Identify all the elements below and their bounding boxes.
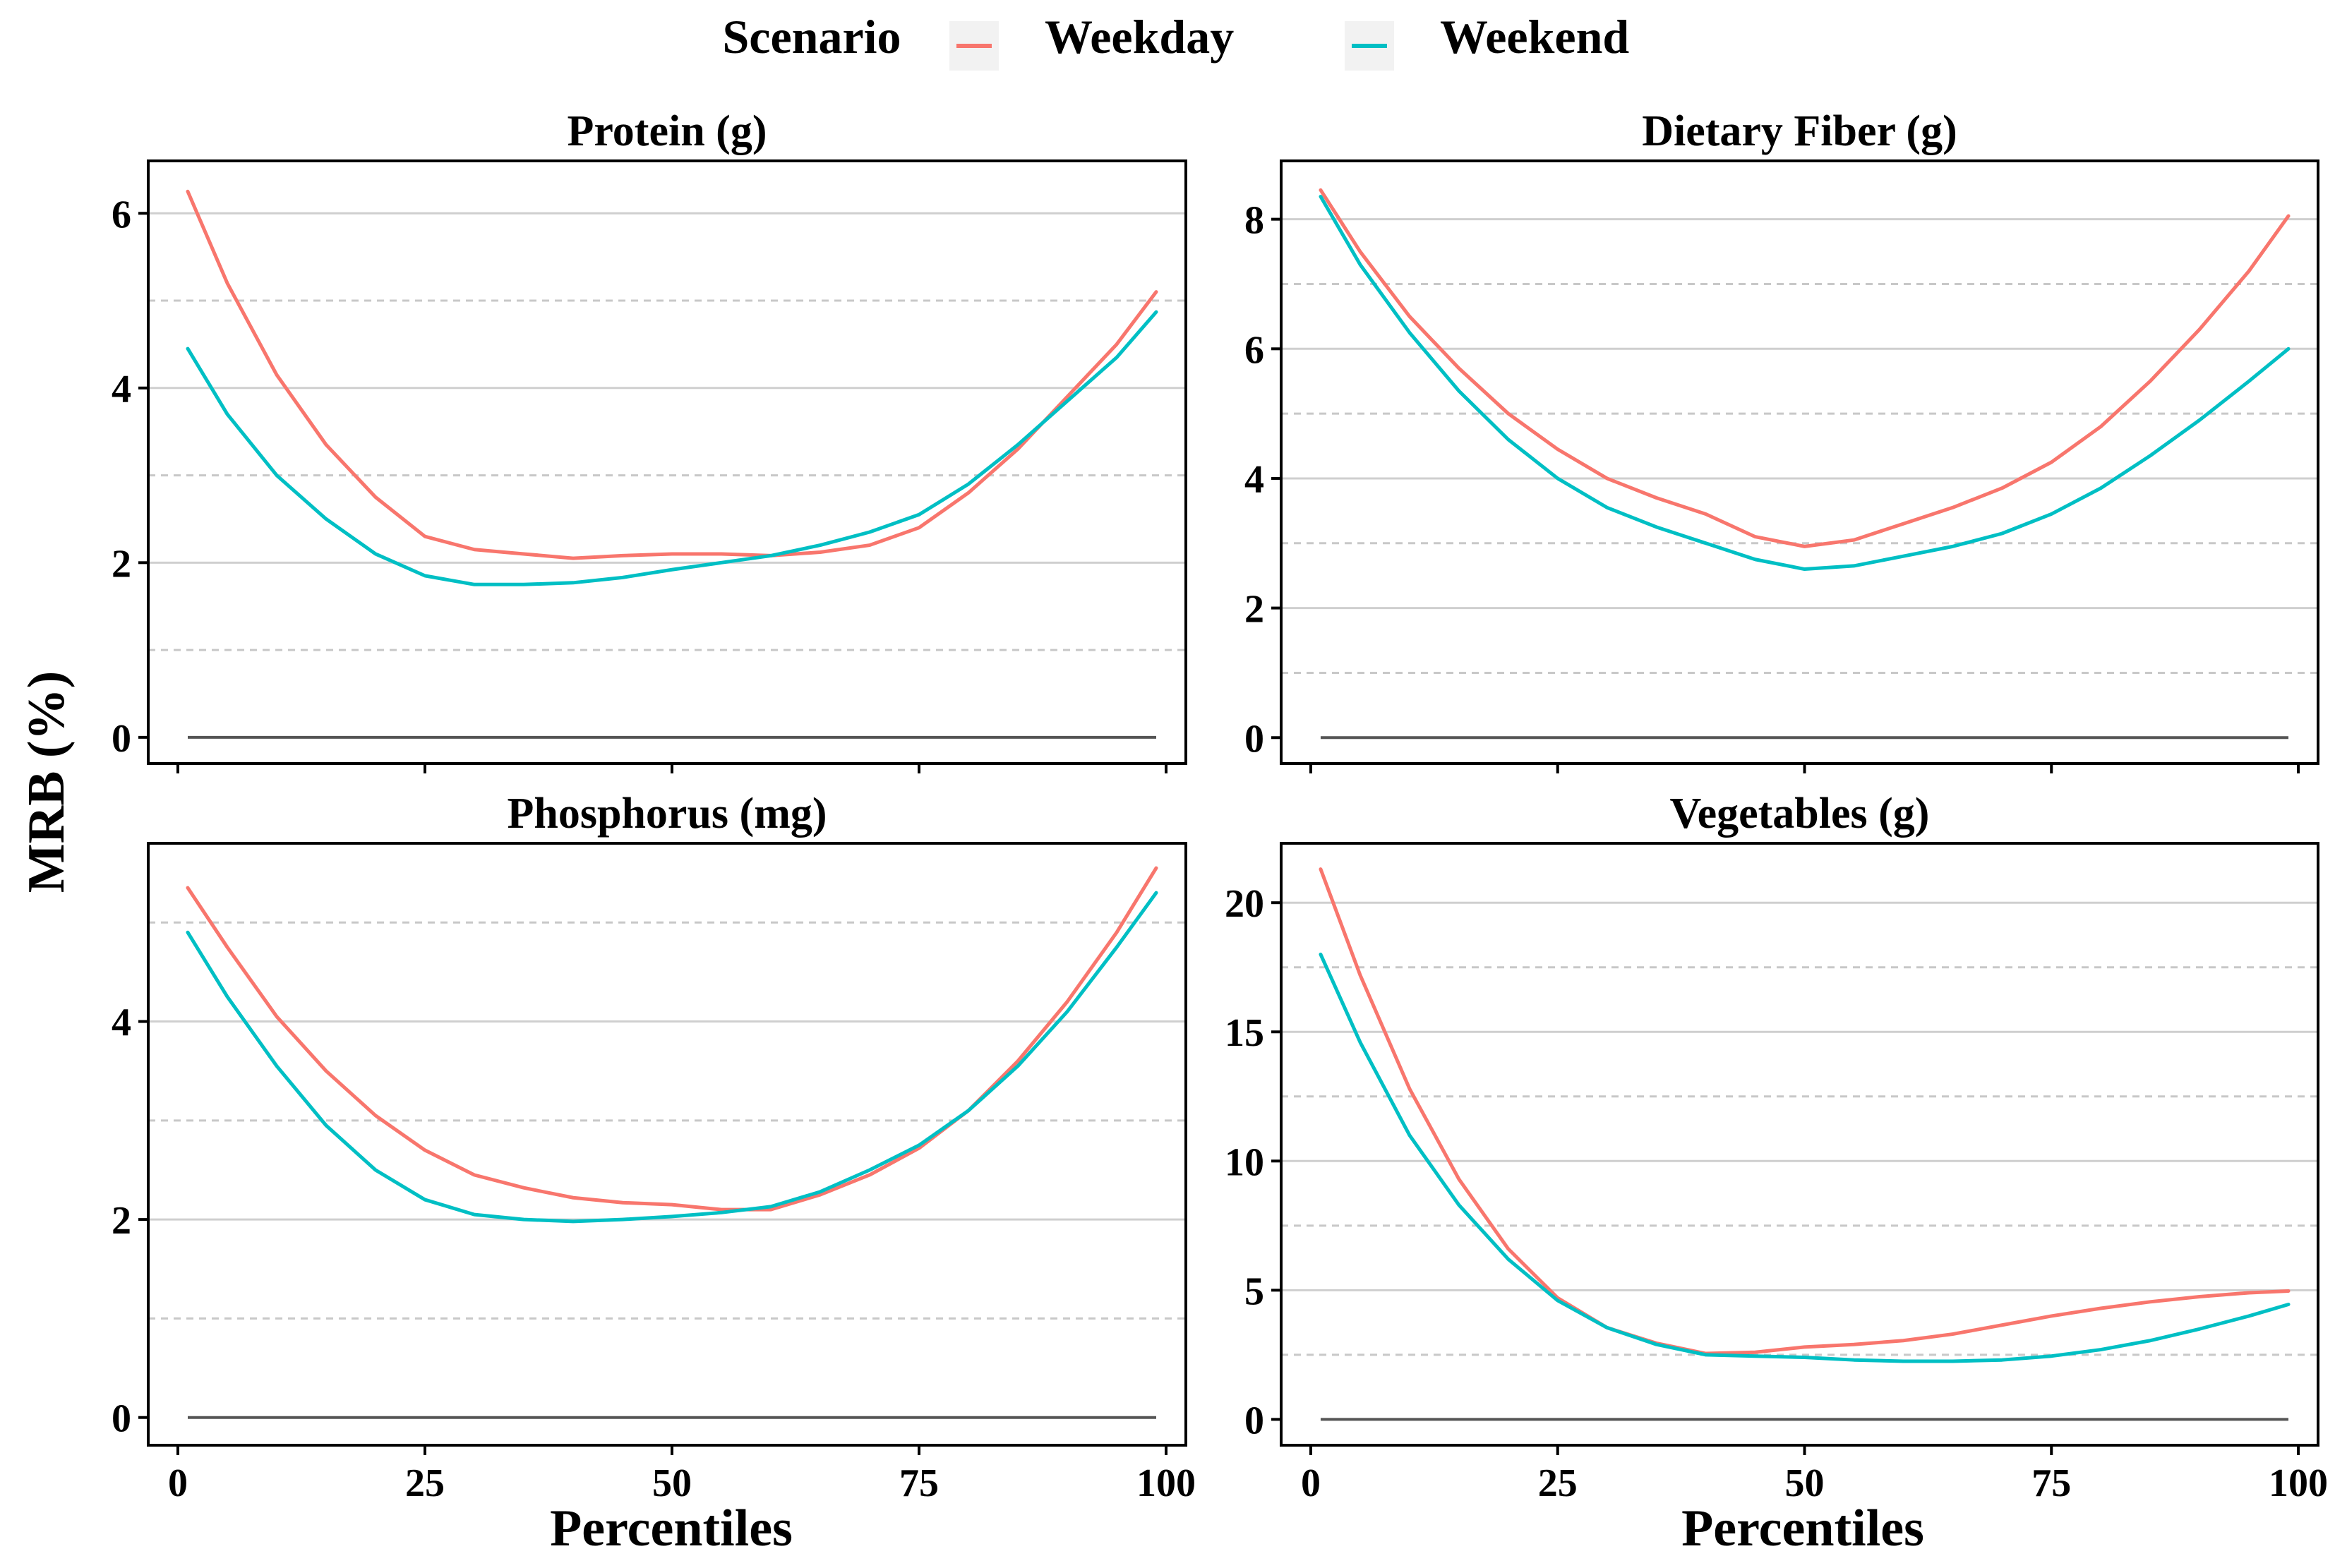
panel-border xyxy=(1280,842,2319,1447)
x-tick-label: 100 xyxy=(1136,1461,1196,1505)
x-tick-label: 75 xyxy=(2031,1461,2071,1505)
y-tick-label: 10 xyxy=(1225,1140,1264,1184)
panel-2: Phosphorus (mg) 0 2 4 0 25 50 75 100 xyxy=(112,790,1196,1505)
x-tick-label: 25 xyxy=(1538,1461,1578,1505)
series-line-weekend xyxy=(1319,952,2291,1363)
panel-title: Vegetables (g) xyxy=(1670,790,1930,838)
series-line-weekday xyxy=(186,189,1158,560)
legend-title: Scenario xyxy=(722,10,901,64)
y-tick-label: 0 xyxy=(1244,717,1264,761)
x-tick-label: 75 xyxy=(899,1461,939,1505)
x-axis-label-right: Percentiles xyxy=(1681,1500,1924,1557)
legend: Scenario Weekday Weekend xyxy=(722,10,1629,71)
y-tick-label: 2 xyxy=(112,542,131,586)
x-tick-label: 100 xyxy=(2269,1461,2328,1505)
x-tick-label: 25 xyxy=(405,1461,445,1505)
y-tick-label: 20 xyxy=(1225,882,1264,926)
panel-border xyxy=(147,842,1187,1447)
x-tick-label: 0 xyxy=(168,1461,188,1505)
series-line-weekday xyxy=(186,866,1158,1212)
panel-border xyxy=(1280,159,2319,765)
legend-label-weekend: Weekend xyxy=(1440,10,1629,64)
y-tick-label: 6 xyxy=(112,193,131,236)
series-line-weekday xyxy=(1319,867,2291,1356)
y-tick-label: 4 xyxy=(1244,458,1264,502)
panel-title: Protein (g) xyxy=(568,107,767,155)
series-line-weekend xyxy=(186,891,1158,1224)
panel-border xyxy=(147,159,1187,765)
y-axis-label: MRB (%) xyxy=(18,671,76,893)
panels: Protein (g) 0 2 4 6 Dietary Fiber (g) 0 2 4 6 8 Pho… xyxy=(112,107,2328,1505)
y-tick-label: 5 xyxy=(1244,1270,1264,1313)
series-line-weekend xyxy=(1319,195,2291,572)
y-tick-label: 4 xyxy=(112,368,131,411)
x-axis-label-left: Percentiles xyxy=(550,1500,793,1557)
x-tick-label: 0 xyxy=(1301,1461,1321,1505)
panel-1: Dietary Fiber (g) 0 2 4 6 8 xyxy=(1244,107,2319,773)
y-tick-label: 0 xyxy=(1244,1399,1264,1442)
y-tick-label: 2 xyxy=(112,1199,131,1243)
y-tick-label: 6 xyxy=(1244,328,1264,372)
y-tick-label: 4 xyxy=(112,1001,131,1045)
x-tick-label: 50 xyxy=(652,1461,692,1505)
series-line-weekend xyxy=(186,310,1158,586)
y-tick-label: 2 xyxy=(1244,588,1264,632)
y-tick-label: 15 xyxy=(1225,1011,1264,1055)
panel-title: Phosphorus (mg) xyxy=(507,790,827,838)
legend-label-weekday: Weekday xyxy=(1045,10,1234,64)
y-tick-label: 0 xyxy=(112,717,131,761)
panel-title: Dietary Fiber (g) xyxy=(1642,107,1957,155)
y-tick-label: 0 xyxy=(112,1397,131,1441)
panel-3: Vegetables (g) 0 5 10 15 20 0 25 50 75 100 xyxy=(1225,790,2328,1505)
series-line-weekday xyxy=(1319,188,2291,548)
y-tick-label: 8 xyxy=(1244,199,1264,243)
x-tick-label: 50 xyxy=(1784,1461,1824,1505)
panel-0: Protein (g) 0 2 4 6 xyxy=(112,107,1187,773)
